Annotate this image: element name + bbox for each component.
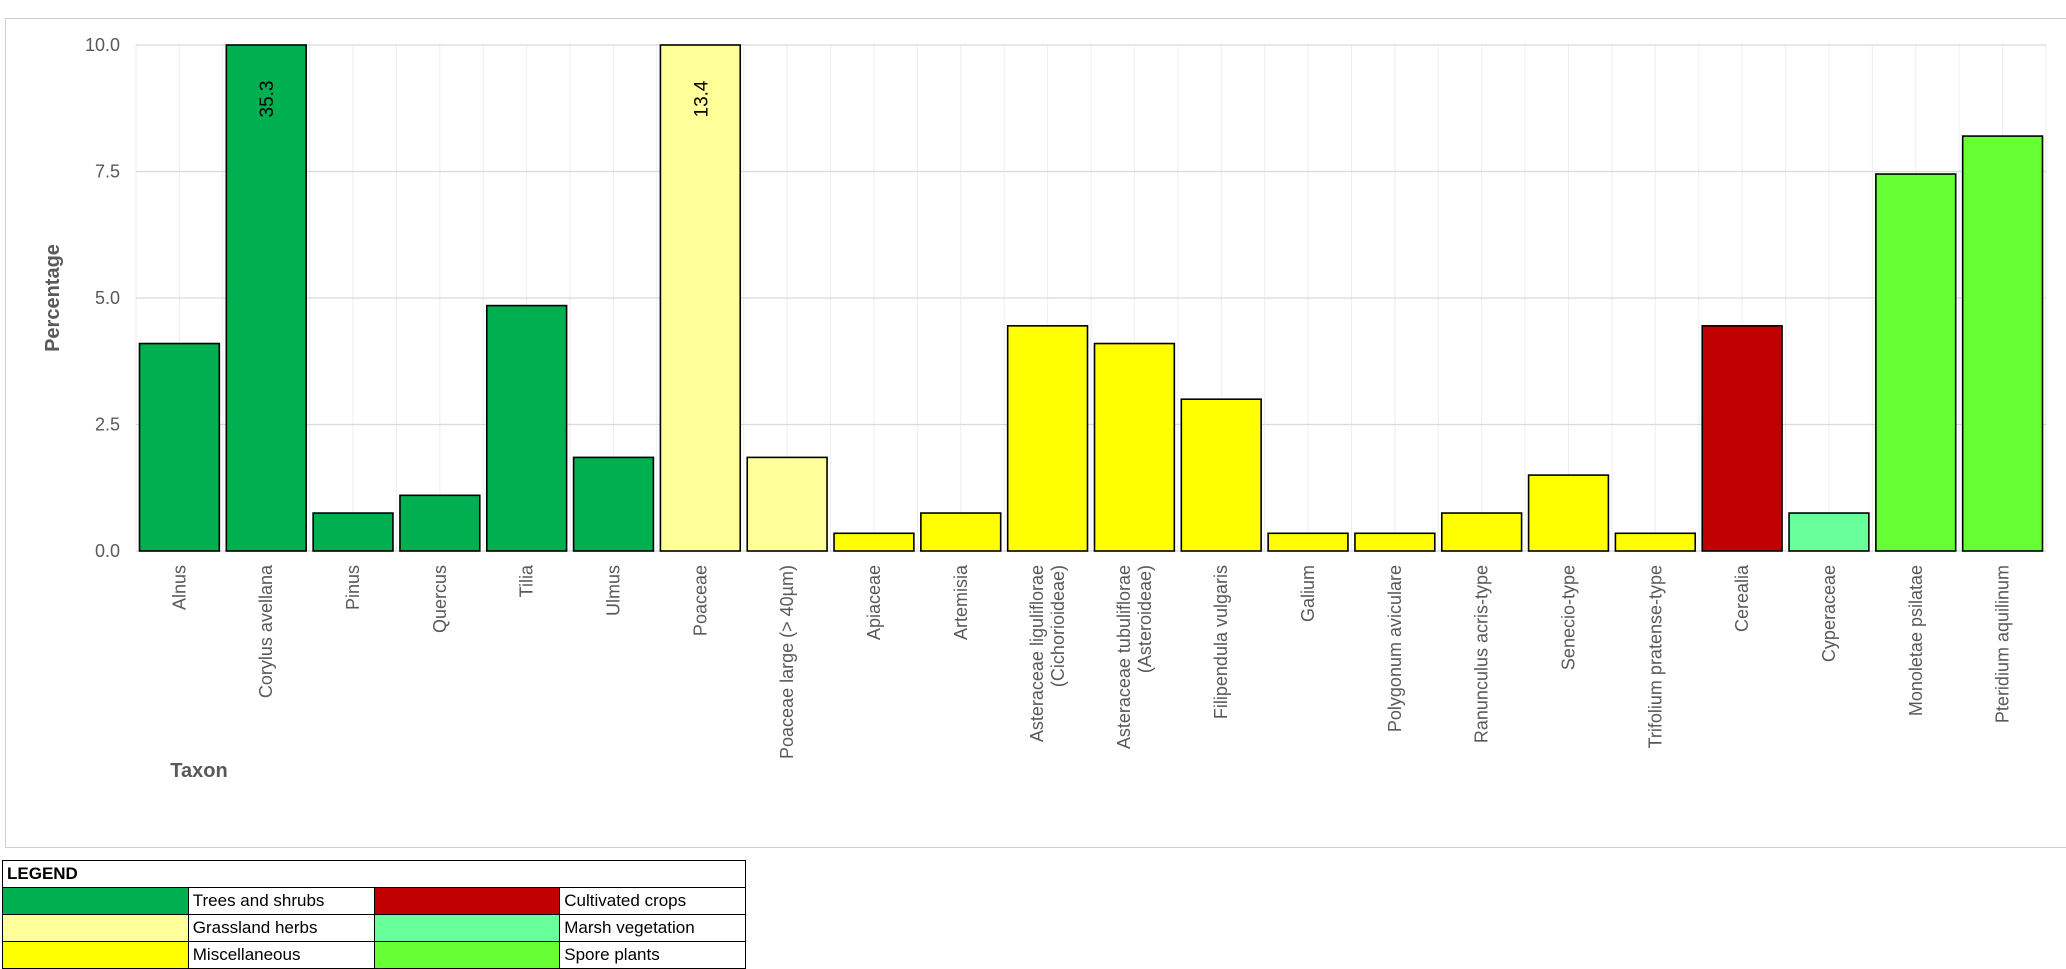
x-tick-label-line: Asteraceae liguliflorae — [1027, 565, 1047, 742]
x-tick-label: Monoletae psilatae — [1906, 565, 1926, 716]
bar-filipendula-vulgaris — [1180, 398, 1262, 552]
x-tick-label: Galium — [1298, 565, 1318, 622]
legend-swatch-misc — [2, 941, 189, 969]
legend-label-grassland: Grassland herbs — [187, 914, 375, 942]
legend-label-trees: Trees and shrubs — [187, 887, 375, 915]
x-tick-label: Cyperaceae — [1819, 565, 1839, 662]
bar-poaceae — [659, 44, 742, 552]
bar-cyperaceae — [1788, 512, 1870, 552]
legend-swatch-crops — [373, 887, 561, 915]
legend-label-marsh: Marsh vegetation — [559, 914, 746, 942]
x-tick-label-line: Apiaceae — [864, 565, 884, 640]
x-tick-label-line: Monoletae psilatae — [1906, 565, 1926, 716]
x-tick-label-line: Pteridium aquilinum — [1993, 565, 2013, 723]
x-tick-label-line: Cyperaceae — [1819, 565, 1839, 662]
bar-pteridium-aquilinum — [1961, 135, 2044, 552]
x-tick-label-line: Alnus — [169, 565, 189, 610]
bar-trifolium-pratense-type — [1614, 532, 1697, 552]
legend-title: LEGEND — [2, 860, 746, 888]
x-tick-label-line: Senecio-type — [1559, 565, 1579, 670]
legend-swatch-trees — [2, 887, 189, 915]
x-tick-label: Corylus avellana — [256, 564, 276, 698]
bar-cerealia — [1701, 325, 1783, 552]
x-tick-label: Cerealia — [1732, 564, 1752, 632]
x-tick-label: Tilia — [517, 564, 537, 597]
bar-asteraceae-liguliflorae-cichorioideae- — [1006, 325, 1089, 552]
bar-chart: 0.0 2.5 5.0 7.5 10.0 Percentage 35.3 13.4 Alnus C… — [42, 35, 2047, 782]
x-tick-label-line: Poaceae — [690, 565, 710, 636]
x-tick-label: Poaceae large (> 40µm) — [777, 565, 797, 759]
bar-corylus-avellana — [225, 44, 307, 552]
bar-pinus — [312, 512, 394, 552]
x-tick-label-line: (Asteroideae) — [1135, 565, 1155, 673]
bar-senecio-type — [1527, 474, 1610, 552]
bar-apiaceae — [833, 532, 915, 552]
x-tick-label-line: Ranunculus acris-type — [1472, 565, 1492, 743]
x-tick-label: Pteridium aquilinum — [1993, 565, 2013, 723]
x-tick-label-line: Corylus avellana — [256, 564, 276, 698]
x-tick-label: Asteraceae liguliflorae (Cichorioideae) — [1027, 565, 1068, 742]
x-tick-label: Alnus — [169, 565, 189, 610]
x-tick-label: Artemisia — [951, 564, 971, 640]
y-tick-label: 0.0 — [95, 541, 120, 561]
legend-swatch-grassland — [2, 914, 189, 942]
x-tick-label: Poaceae — [690, 565, 710, 636]
bar-monoletae-psilatae — [1875, 173, 1957, 552]
x-tick-label-line: Cerealia — [1732, 564, 1752, 632]
x-tick-label: Filipendula vulgaris — [1211, 565, 1231, 719]
x-tick-label-line: Tilia — [517, 564, 537, 597]
x-tick-label-line: (Cichorioideae) — [1048, 565, 1068, 687]
y-tick-label: 5.0 — [95, 288, 120, 308]
bar-alnus — [138, 342, 221, 552]
x-tick-label: Apiaceae — [864, 565, 884, 640]
bar-tilia — [485, 304, 568, 552]
x-tick-label: Ulmus — [604, 565, 624, 616]
x-tick-label-line: Filipendula vulgaris — [1211, 565, 1231, 719]
x-tick-label: Trifolium pratense-type — [1645, 565, 1665, 748]
legend-label-misc: Miscellaneous — [187, 941, 375, 969]
x-tick-label-line: Trifolium pratense-type — [1645, 565, 1665, 748]
bar-polygonum-aviculare — [1354, 532, 1436, 552]
y-tick-label: 10.0 — [85, 35, 120, 55]
data-label: 35.3 — [257, 81, 278, 118]
bar-asteraceae-tubuliflorae-asteroideae- — [1093, 342, 1176, 552]
x-tick-label-line: Asteraceae tubuliflorae — [1114, 565, 1134, 749]
legend-table: LEGEND Trees and shrubs Cultivated crops… — [2, 860, 746, 969]
bar-artemisia — [920, 512, 1002, 552]
x-tick-label: Ranunculus acris-type — [1472, 565, 1492, 743]
bar-quercus — [399, 494, 481, 552]
bar-ranunculus-acris-type — [1440, 512, 1523, 552]
x-tick-label: Senecio-type — [1559, 565, 1579, 670]
x-tick-label-line: Polygonum aviculare — [1385, 565, 1405, 732]
x-tick-label: Asteraceae tubuliflorae (Asteroideae) — [1114, 565, 1155, 749]
x-axis-title: Taxon — [170, 760, 227, 782]
data-label: 13.4 — [691, 80, 712, 117]
legend-swatch-marsh — [373, 914, 561, 942]
bar-galium — [1267, 532, 1349, 552]
bar-poaceae-large-40-m- — [746, 456, 828, 552]
x-tick-label: Polygonum aviculare — [1385, 565, 1405, 732]
legend-label-spore: Spore plants — [559, 941, 746, 969]
y-tick-label: 2.5 — [95, 415, 120, 435]
y-tick-label: 7.5 — [95, 162, 120, 182]
x-tick-label-line: Pinus — [343, 565, 363, 610]
chart-area: 0.0 2.5 5.0 7.5 10.0 Percentage 35.3 13.4 Alnus C… — [5, 18, 2066, 848]
x-tick-label: Pinus — [343, 565, 363, 610]
legend-swatch-spore — [373, 941, 561, 969]
y-axis-title: Percentage — [42, 244, 64, 352]
bar-ulmus — [572, 456, 655, 552]
x-tick-label-line: Poaceae large (> 40µm) — [777, 565, 797, 759]
legend-label-crops: Cultivated crops — [559, 887, 746, 915]
x-tick-label-line: Ulmus — [604, 565, 624, 616]
x-tick-label-line: Artemisia — [951, 564, 971, 640]
x-tick-label-line: Quercus — [430, 565, 450, 633]
x-tick-label-line: Galium — [1298, 565, 1318, 622]
x-tick-label: Quercus — [430, 565, 450, 633]
